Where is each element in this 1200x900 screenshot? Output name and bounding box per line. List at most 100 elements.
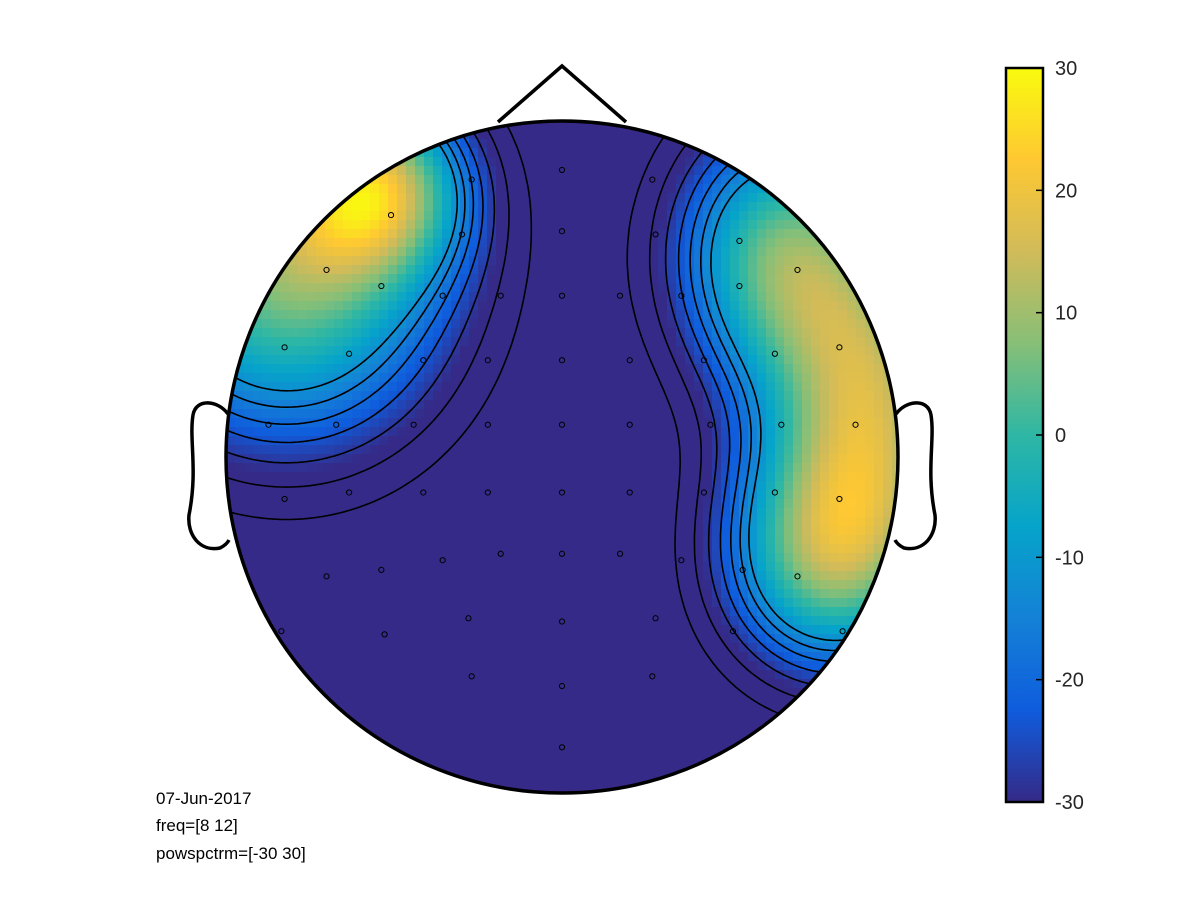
heatmap-cell — [469, 751, 479, 761]
heatmap-cell — [352, 427, 362, 437]
heatmap-cell — [316, 526, 326, 536]
heatmap-cell — [595, 598, 605, 608]
heatmap-cell — [676, 697, 686, 707]
heatmap-cell — [262, 391, 272, 401]
heatmap-cell — [307, 661, 317, 671]
heatmap-cell — [757, 670, 767, 680]
heatmap-cell — [478, 715, 488, 725]
heatmap-cell — [811, 490, 821, 500]
heatmap-cell — [820, 373, 830, 383]
heatmap-cell — [649, 517, 659, 527]
heatmap-cell — [325, 310, 335, 320]
heatmap-cell — [577, 328, 587, 338]
heatmap-cell — [685, 760, 695, 770]
heatmap-cell — [577, 679, 587, 689]
heatmap-cell — [604, 292, 614, 302]
heatmap-cell — [307, 301, 317, 311]
heatmap-cell — [649, 472, 659, 482]
heatmap-cell — [388, 688, 398, 698]
heatmap-cell — [622, 301, 632, 311]
heatmap-cell — [343, 706, 353, 716]
heatmap-cell — [856, 382, 866, 392]
heatmap-cell — [370, 742, 380, 752]
heatmap-cell — [334, 697, 344, 707]
heatmap-cell — [478, 220, 488, 230]
heatmap-cell — [325, 598, 335, 608]
heatmap-cell — [694, 337, 704, 347]
heatmap-cell — [253, 571, 263, 581]
heatmap-cell — [433, 598, 443, 608]
heatmap-cell — [820, 580, 830, 590]
heatmap-cell — [262, 454, 272, 464]
heatmap-cell — [379, 697, 389, 707]
heatmap-cell — [523, 220, 533, 230]
heatmap-cell — [802, 292, 812, 302]
heatmap-cell — [478, 139, 488, 149]
heatmap-cell — [640, 283, 650, 293]
heatmap-cell — [388, 202, 398, 212]
heatmap-cell — [721, 229, 731, 239]
heatmap-cell — [460, 310, 470, 320]
heatmap-cell — [685, 211, 695, 221]
heatmap-cell — [829, 265, 839, 275]
heatmap-cell — [811, 562, 821, 572]
heatmap-cell — [316, 328, 326, 338]
heatmap-cell — [532, 202, 542, 212]
heatmap-cell — [811, 310, 821, 320]
heatmap-cell — [460, 643, 470, 653]
heatmap-cell — [784, 553, 794, 563]
heatmap-cell — [577, 508, 587, 518]
heatmap-cell — [640, 607, 650, 617]
heatmap-cell — [766, 724, 776, 734]
heatmap-cell — [613, 535, 623, 545]
heatmap-cell — [604, 445, 614, 455]
heatmap-cell — [460, 535, 470, 545]
heatmap-cell — [433, 445, 443, 455]
heatmap-cell — [559, 616, 569, 626]
heatmap-cell — [541, 553, 551, 563]
heatmap-cell — [235, 454, 245, 464]
heatmap-cell — [856, 580, 866, 590]
heatmap-cell — [496, 607, 506, 617]
heatmap-cell — [523, 130, 533, 140]
heatmap-cell — [595, 571, 605, 581]
heatmap-cell — [451, 670, 461, 680]
heatmap-cell — [496, 319, 506, 329]
heatmap-cell — [775, 670, 785, 680]
heatmap-cell — [649, 202, 659, 212]
heatmap-cell — [685, 436, 695, 446]
heatmap-cell — [523, 616, 533, 626]
heatmap-cell — [838, 364, 848, 374]
heatmap-cell — [721, 589, 731, 599]
heatmap-cell — [667, 382, 677, 392]
heatmap-cell — [658, 193, 668, 203]
heatmap-cell — [325, 400, 335, 410]
heatmap-cell — [793, 499, 803, 509]
heatmap-cell — [631, 733, 641, 743]
heatmap-cell — [244, 508, 254, 518]
heatmap-cell — [352, 706, 362, 716]
heatmap-cell — [424, 616, 434, 626]
heatmap-cell — [352, 508, 362, 518]
heatmap-cell — [658, 301, 668, 311]
heatmap-cell — [766, 688, 776, 698]
heatmap-cell — [586, 580, 596, 590]
heatmap-cell — [775, 382, 785, 392]
heatmap-cell — [397, 265, 407, 275]
heatmap-cell — [334, 211, 344, 221]
heatmap-cell — [352, 499, 362, 509]
heatmap-cell — [658, 598, 668, 608]
heatmap-cell — [388, 166, 398, 176]
heatmap-cell — [451, 337, 461, 347]
heatmap-cell — [496, 688, 506, 698]
heatmap-cell — [856, 409, 866, 419]
heatmap-cell — [280, 661, 290, 671]
heatmap-cell — [451, 607, 461, 617]
heatmap-cell — [424, 346, 434, 356]
heatmap-cell — [532, 382, 542, 392]
heatmap-cell — [658, 337, 668, 347]
heatmap-cell — [388, 607, 398, 617]
heatmap-cell — [352, 490, 362, 500]
heatmap-cell — [577, 355, 587, 365]
heatmap-cell — [649, 319, 659, 329]
